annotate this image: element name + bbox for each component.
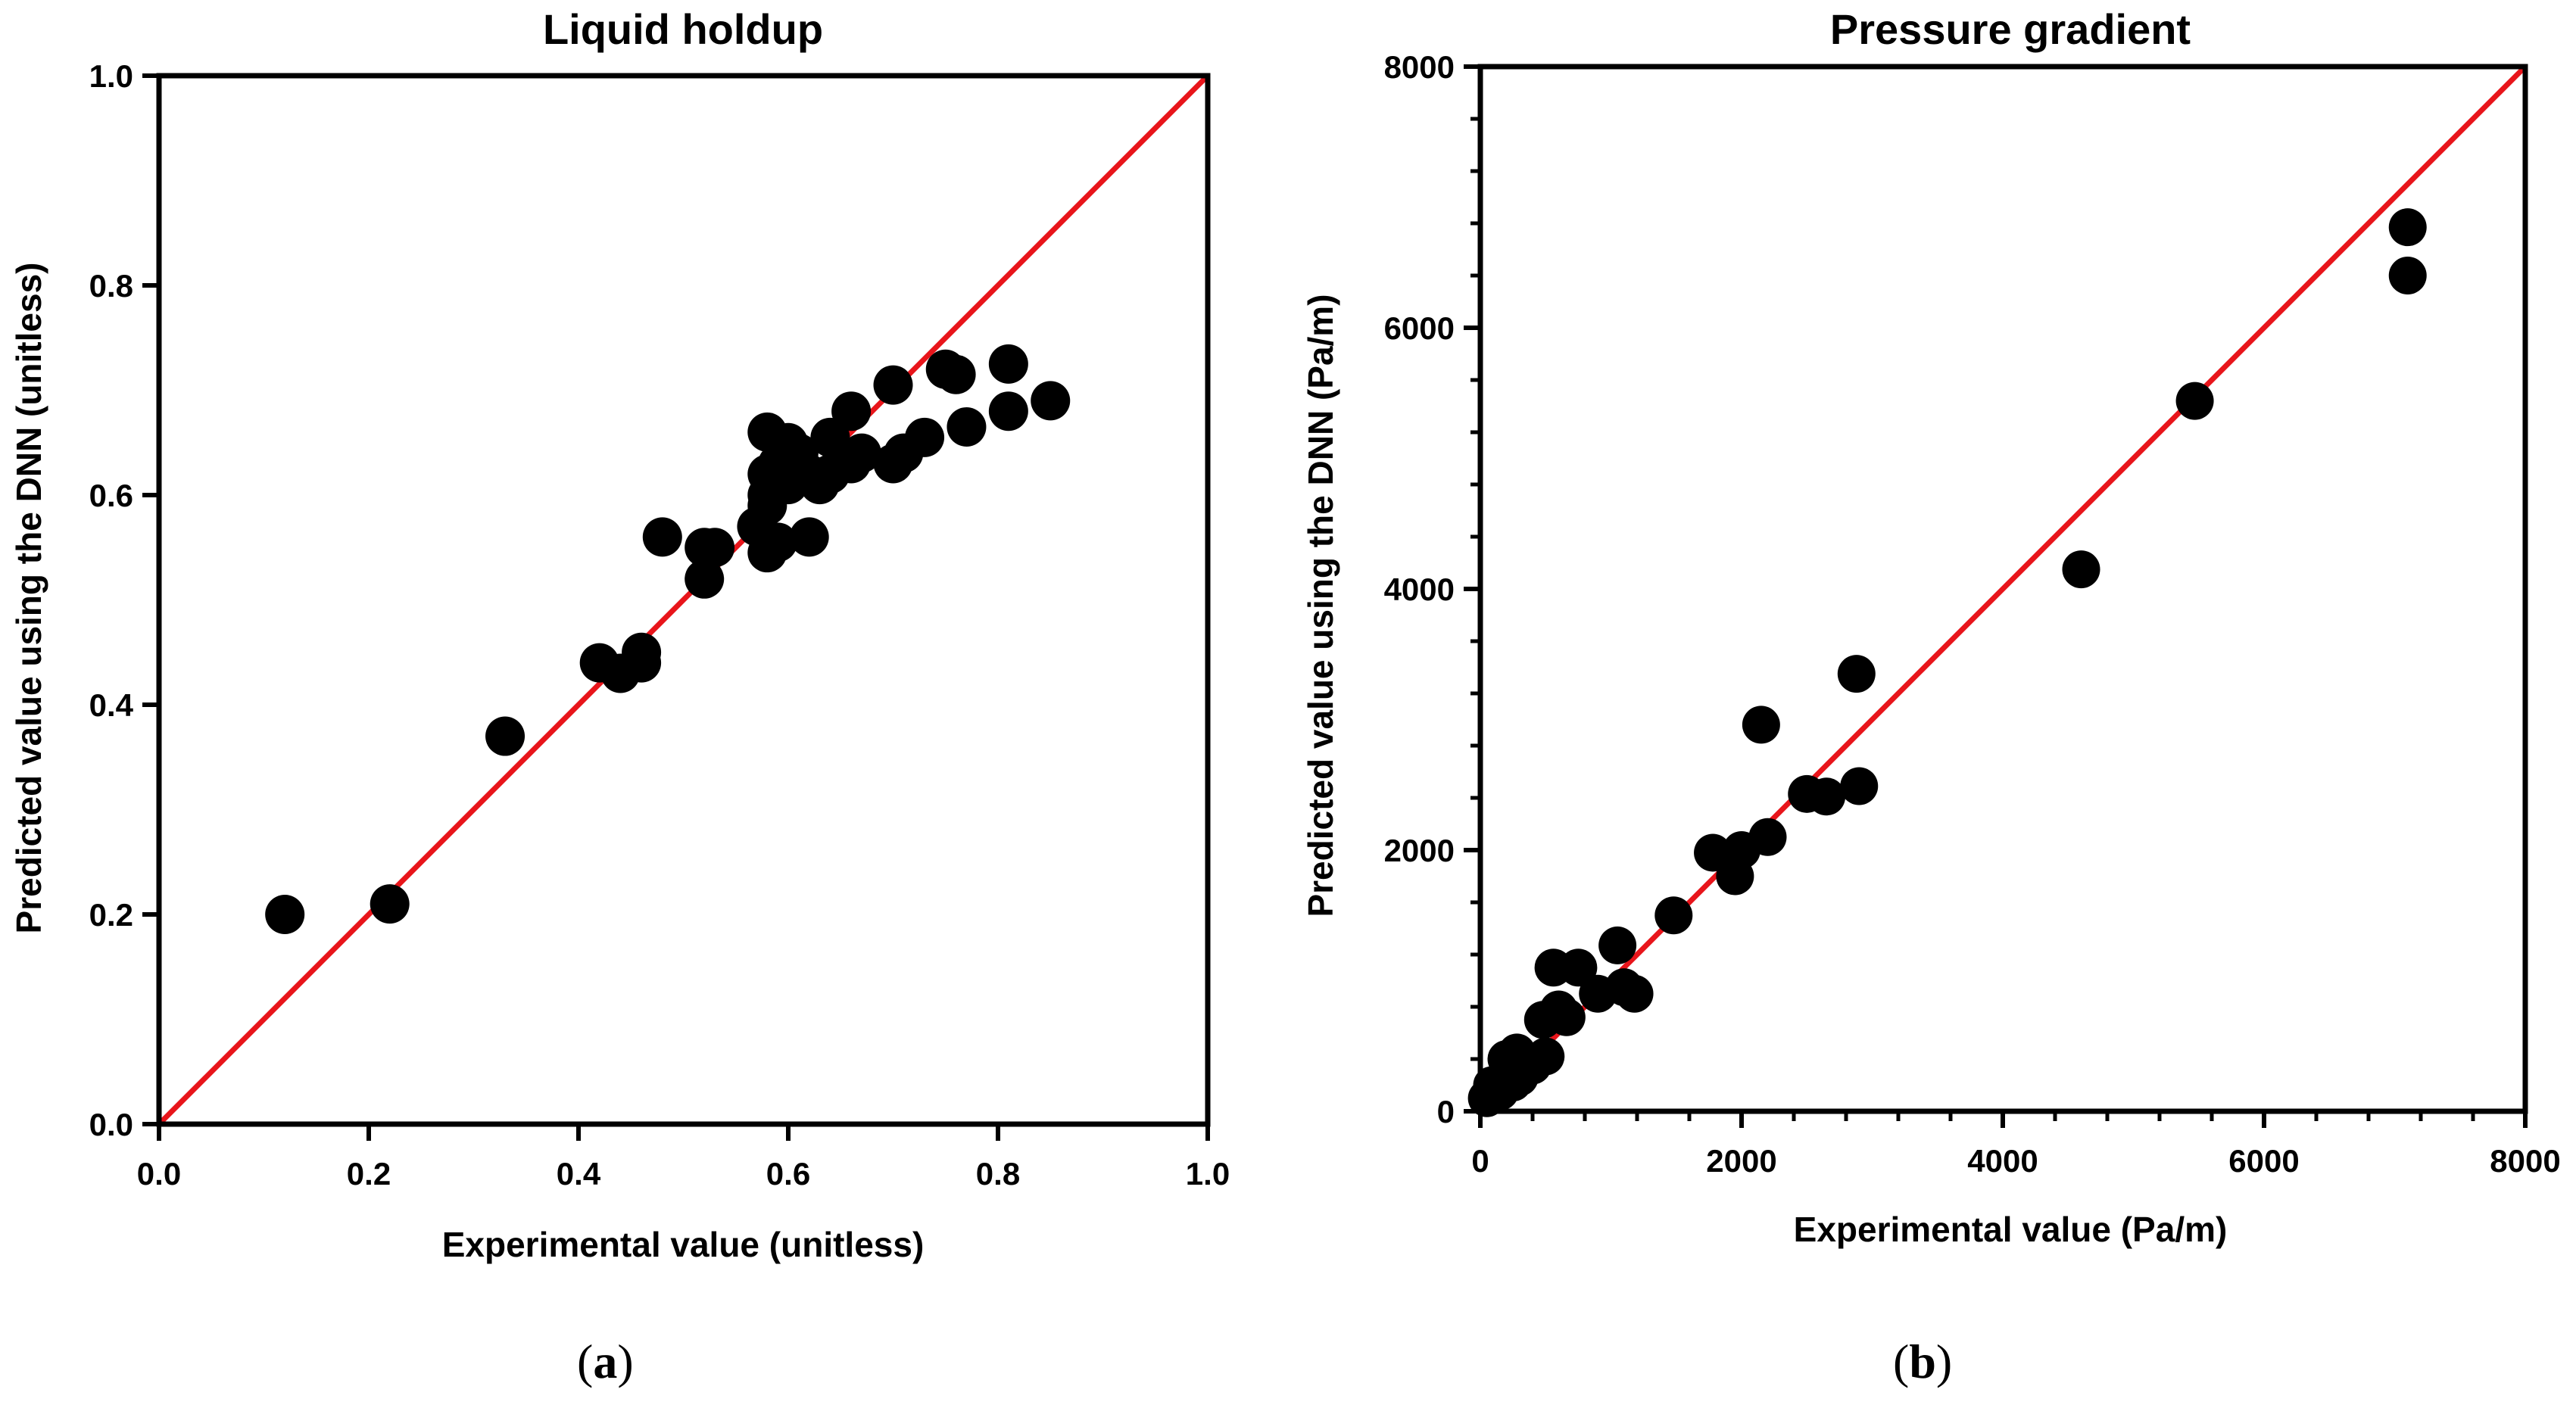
x-tick-label: 0.6	[766, 1156, 810, 1192]
data-point	[789, 517, 829, 557]
data-point	[2388, 257, 2427, 294]
x-axis-label: Experimental value (unitless)	[442, 1225, 925, 1264]
data-point	[758, 522, 798, 562]
y-tick-label: 0.4	[89, 687, 134, 723]
caption-open: (	[577, 1335, 594, 1388]
data-point	[936, 354, 976, 394]
chart-title: Pressure gradient	[1830, 5, 2191, 53]
y-tick-label: 0.2	[89, 897, 133, 933]
x-axis-label: Experimental value (Pa/m)	[1794, 1210, 2228, 1249]
data-point	[841, 433, 881, 473]
x-tick-label: 0.0	[137, 1156, 181, 1192]
y-tick-label: 0.8	[89, 268, 133, 304]
plot-frame	[156, 73, 1211, 1127]
caption-b: (b)	[1893, 1334, 1952, 1390]
data-point	[2175, 382, 2214, 420]
data-point	[485, 716, 525, 756]
chart-title: Liquid holdup	[543, 5, 823, 53]
y-tick-label: 1.0	[89, 58, 133, 94]
y-axis-label: Predicted value using the DNN (Pa/m)	[1301, 294, 1340, 917]
data-point	[1031, 381, 1071, 421]
data-point	[1840, 767, 1879, 805]
data-point	[2388, 208, 2427, 247]
y-tick-label: 6000	[1384, 310, 1455, 346]
data-point	[695, 528, 735, 568]
y-tick-label: 2000	[1384, 833, 1455, 868]
caption-a: (a)	[577, 1334, 634, 1390]
chart-liquid-holdup: Liquid holdup Predicted value using the …	[9, 5, 1230, 1264]
y-tick-label: 8000	[1384, 49, 1455, 85]
data-point	[1654, 896, 1693, 935]
caption-close: )	[1935, 1335, 1953, 1388]
data-point	[1547, 998, 1586, 1036]
y-tick-label: 0.6	[89, 478, 133, 513]
data-point	[1837, 655, 1876, 693]
y-tick-label: 0	[1437, 1094, 1455, 1129]
x-tick-label: 0	[1471, 1143, 1489, 1179]
data-point	[1742, 706, 1780, 744]
data-point	[622, 643, 662, 683]
y-axis-label: Predicted value using the DNN (unitless)	[9, 263, 48, 934]
caption-close: )	[617, 1335, 634, 1388]
data-point	[1807, 777, 1846, 816]
caption-letter: b	[1909, 1335, 1936, 1388]
x-tick-label: 2000	[1706, 1143, 1776, 1179]
data-point	[831, 391, 872, 431]
reference-line	[157, 73, 1210, 1126]
y-tick-label: 4000	[1384, 572, 1455, 607]
data-point	[988, 344, 1028, 384]
data-point	[1748, 818, 1787, 856]
x-tick-label: 0.8	[976, 1156, 1020, 1192]
data-point	[873, 365, 913, 405]
data-point	[1694, 833, 1732, 872]
reference-line	[1478, 64, 2528, 1114]
data-point	[265, 895, 305, 934]
y-tick-label: 0.0	[89, 1107, 133, 1142]
caption-open: (	[1893, 1335, 1910, 1388]
data-point	[988, 391, 1028, 431]
x-tick-label: 8000	[2490, 1143, 2560, 1179]
x-tick-label: 0.4	[557, 1156, 601, 1192]
data-point	[1527, 1037, 1565, 1076]
data-point	[2062, 550, 2100, 589]
chart-pressure-gradient: Pressure gradient Predicted value using …	[1301, 5, 2561, 1249]
caption-letter: a	[593, 1335, 618, 1388]
x-tick-label: 1.0	[1186, 1156, 1230, 1192]
x-tick-label: 4000	[1967, 1143, 2038, 1179]
data-point	[1615, 974, 1654, 1013]
data-point	[370, 884, 410, 924]
data-point	[905, 417, 945, 457]
data-point	[1559, 949, 1598, 987]
data-point	[1598, 926, 1637, 964]
x-tick-label: 6000	[2228, 1143, 2299, 1179]
data-point	[685, 559, 725, 599]
data-point	[642, 517, 682, 557]
x-tick-label: 0.2	[347, 1156, 391, 1192]
data-point	[947, 407, 987, 447]
